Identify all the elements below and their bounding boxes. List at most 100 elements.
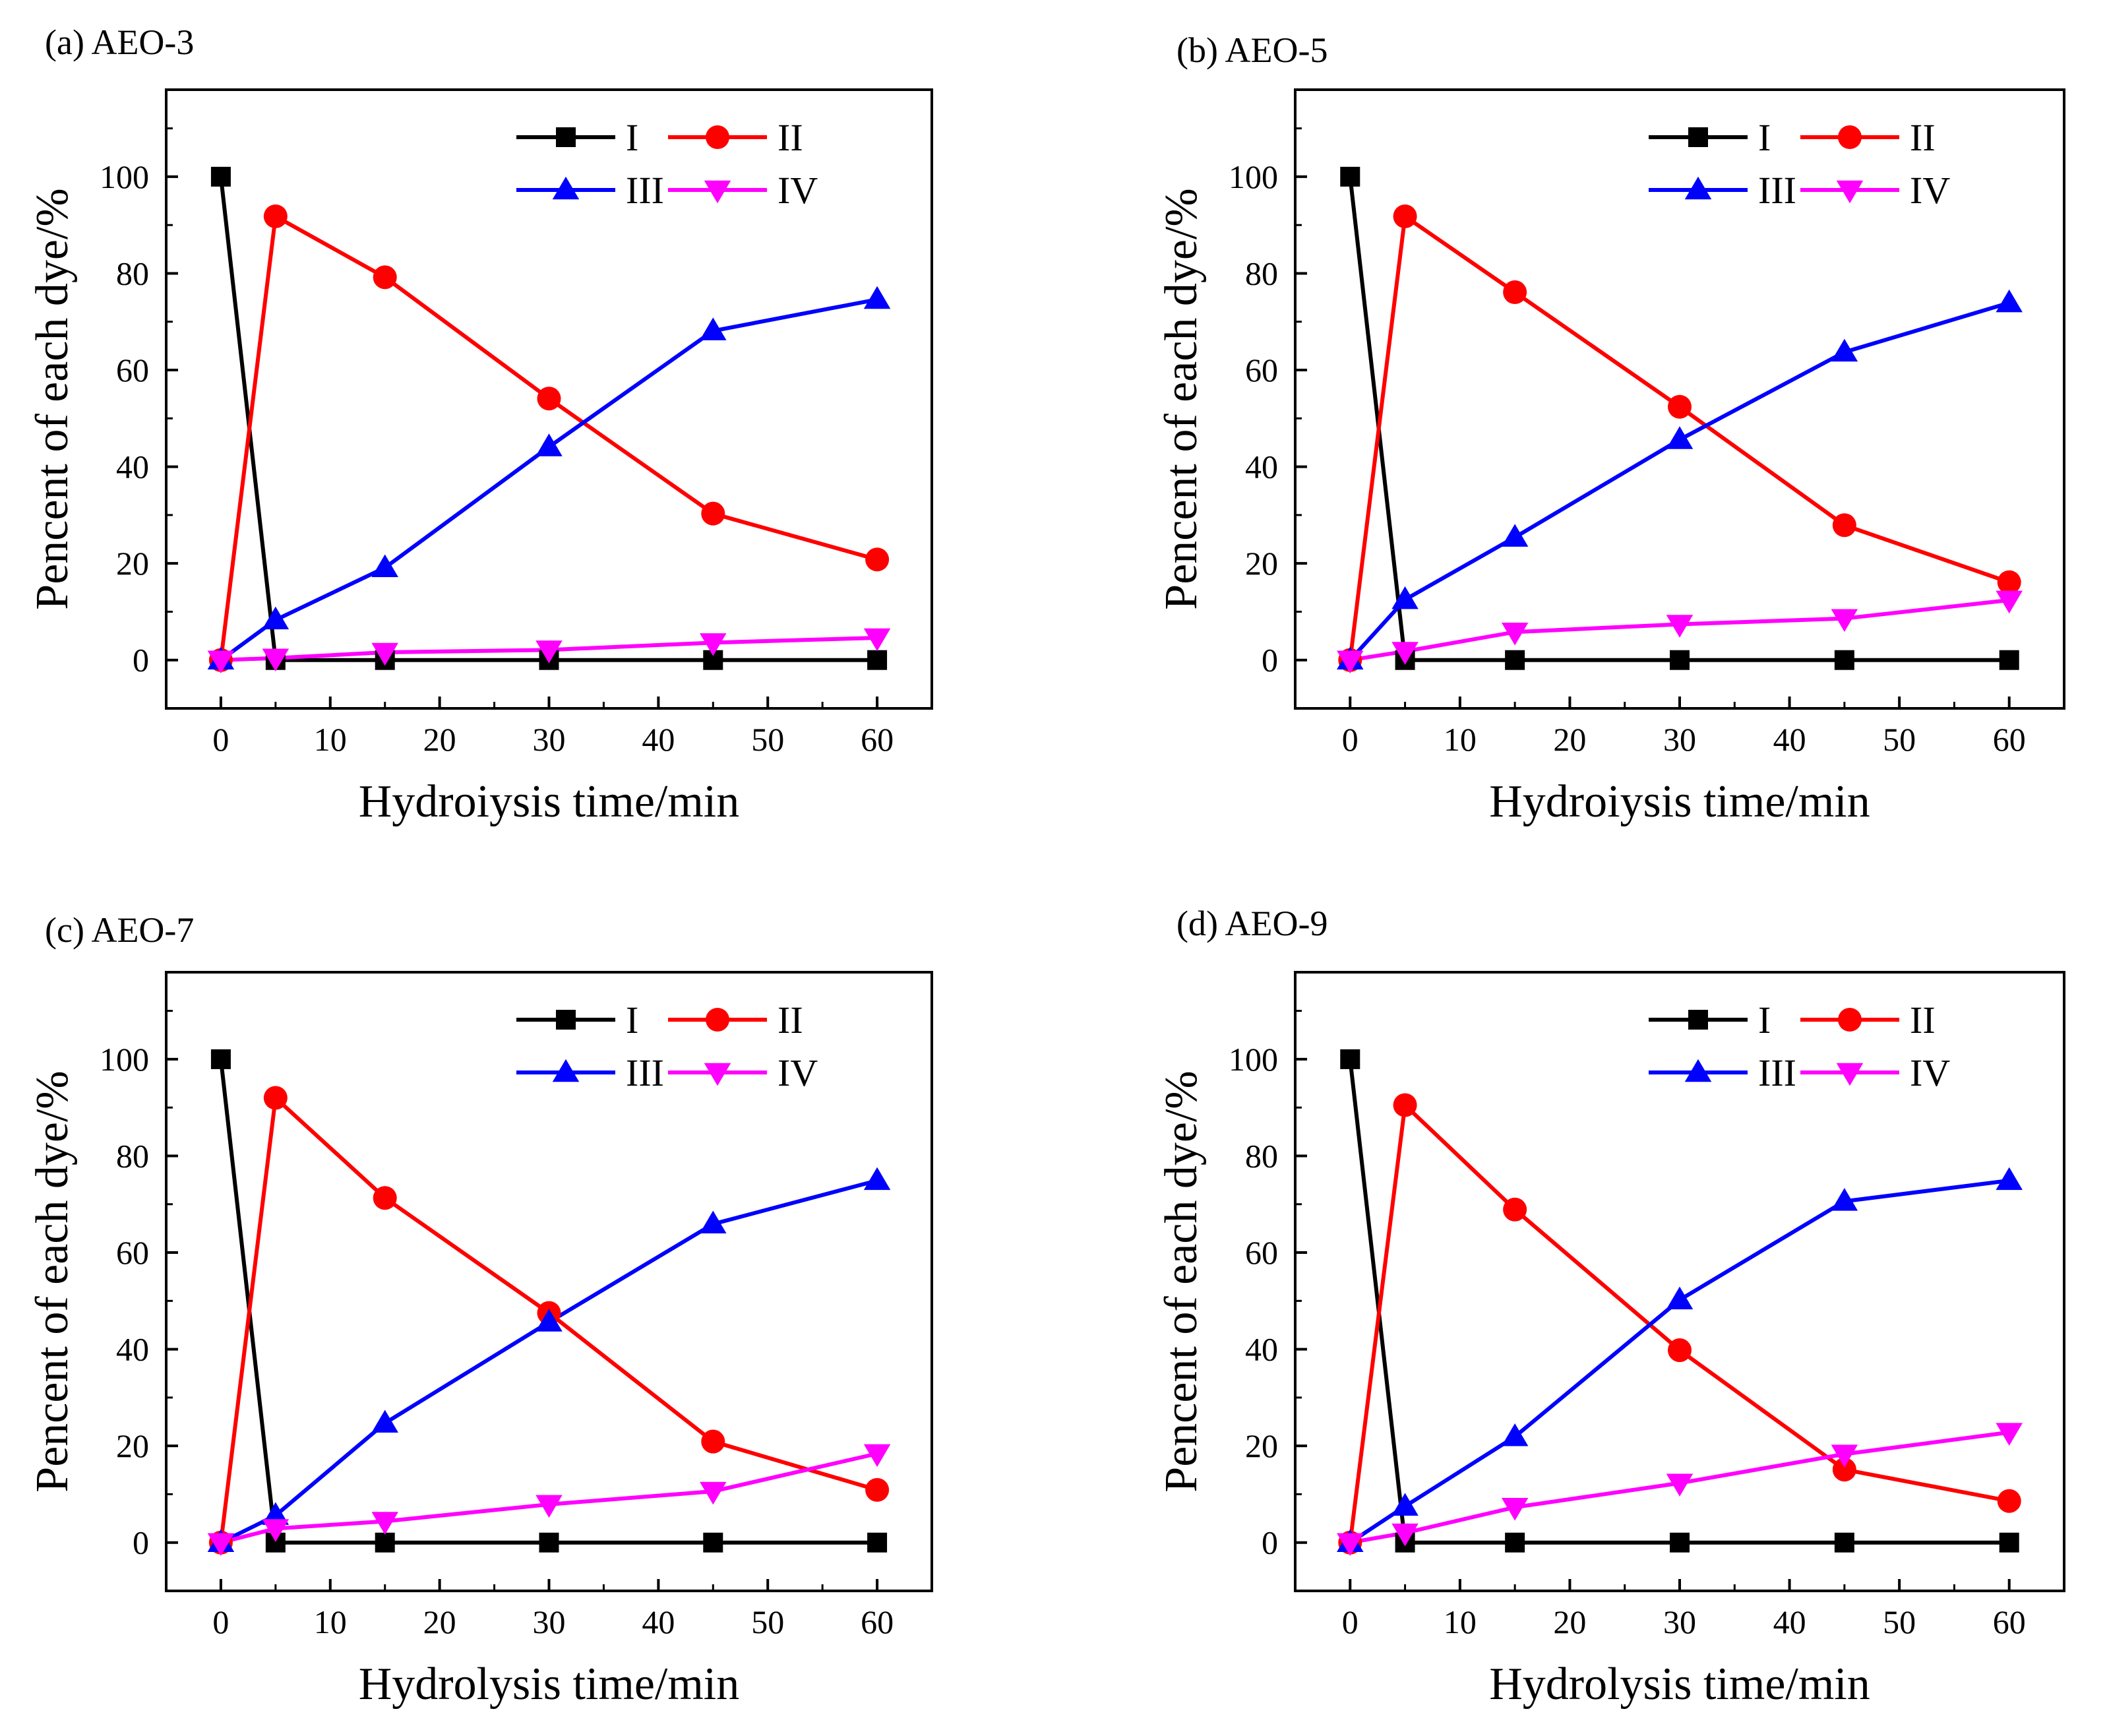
panel-c-series-iii [220,1178,878,1545]
panel-c-title: (c) AEO-7 [45,910,194,950]
panel-b-series-iii-point [1831,338,1858,362]
panel-b-ytick-label: 40 [1245,449,1278,485]
panel-b-ytick-label: 100 [1229,158,1278,195]
panel-c-legend-label: I [626,999,638,1041]
panel-d-ytick-label: 0 [1262,1524,1278,1561]
panel-d-ytick-label: 60 [1245,1234,1278,1271]
panel-a-series-iv-markers [207,628,891,673]
panel-b-legend-label: IV [1910,169,1950,212]
panel-a-series-ii-point [537,387,561,411]
panel-b-legend-marker [1684,176,1712,200]
panel-a-xtick-label: 40 [642,721,675,758]
panel-c-series-iii-point [371,1410,398,1433]
panel-d-series-iv-markers [1337,1423,2023,1556]
panel-a-series-iv-point [700,633,727,656]
panel-c-series-iii-point [535,1309,563,1332]
panel-d-series-i-point [1505,1532,1525,1553]
panel-c-legend-marker [706,1008,729,1032]
panel-d-series-ii-point [1832,1458,1856,1482]
panel-b-series-i-point [1670,650,1690,670]
panel-a-series-i [218,176,878,662]
panel-b-series-iii-point [1391,586,1419,609]
panel-d: (d) AEO-9 0 10 20 30 40 50 60 0 20 40 60 80 100 Hydrol… [1156,904,2065,1710]
panel-b-series-ii-point [1668,394,1692,419]
panel-c-series-iv-point [700,1481,727,1505]
panel-b-series-ii-point [1393,204,1417,228]
panel-d-series-i-line [1348,1059,2009,1545]
panel-a-series-i-markers [210,166,888,670]
panel-c-series-i-point [867,1532,888,1553]
panel-b-series-iv-point [1996,590,2023,614]
panel-d-series-ii-point [1503,1197,1527,1222]
panel-b-legend-item-i: I [1649,116,1771,159]
panel-a-series-iv-point [535,640,563,664]
panel-d-series-ii-point [1668,1338,1692,1363]
panel-a-series-ii [218,214,878,661]
panel-c-series-i-point [210,1049,231,1069]
panel-c-legend-marker [552,1059,580,1082]
panel-a-series-iv-point [262,648,290,672]
panel-c-series-iii-markers [207,1167,891,1552]
panel-d-series-iii-point [1666,1286,1694,1310]
panel-c-xtick-label: 20 [423,1603,456,1640]
panel-c-ytick-label: 20 [116,1427,149,1464]
panel-b-series-iv-point [1831,609,1858,632]
panel-a-legend-label: II [778,116,803,159]
panel-a-series-iii-markers [207,286,891,669]
panel-a-series-iii-line [220,297,878,662]
panel-b-series-i-markers [1340,166,2019,670]
panel-d-series-ii-point [1997,1489,2021,1513]
panel-d-series-iv-point [1337,1533,1364,1556]
panel-d-legend-label: I [1758,999,1771,1041]
panel-d-series-ii [1348,1103,2010,1543]
panel-c-series-iv-point [207,1533,235,1556]
panel-c-legend-item-ii: II [668,999,803,1041]
panel-d-legend-marker [1836,1063,1864,1086]
panel-c-xtick-label: 60 [861,1603,894,1640]
panel-c-series-i [218,1059,878,1545]
panel-c-legend-label: II [778,999,803,1041]
panel-c-legend-label: IV [778,1051,818,1094]
panel-b-series-i-point [1340,166,1360,187]
panel-a-ytick-label: 100 [100,158,149,195]
panel-a-legend-item-iv: IV [668,169,818,212]
panel-c-ytick-label: 0 [133,1524,149,1561]
panel-a-legend-label: IV [778,169,818,212]
panel-b-xtick-label: 30 [1663,721,1696,758]
panel-c-series-ii-point [865,1477,890,1502]
panel-c-series-ii-line [218,1096,878,1543]
panel-a-legend-marker [552,176,580,200]
panel-c-series-iii-point [700,1210,727,1234]
panel-c-series-ii [218,1096,878,1543]
panel-b-xtick-label: 0 [1342,721,1359,758]
panel-b-series-iii-markers [1337,289,2023,669]
panel-a: (a) AEO-3 0 10 20 30 40 50 60 0 20 40 60 80 100 Hydroi… [27,22,933,827]
panel-a-series-iv-point [207,650,235,673]
panel-a-legend-label: III [626,169,664,212]
panel-a-legend-marker [706,125,729,149]
panel-d-series-ii-line [1348,1103,2010,1543]
panel-b-series-ii-point [1832,513,1856,538]
panel-d-legend-item-ii: II [1800,999,1936,1041]
panel-c-series-ii-point [701,1429,725,1454]
panel-a-legend-label: I [626,116,638,159]
panel-a-series-ii-line [218,214,878,661]
panel-c-series-ii-point [373,1186,397,1210]
panel-a-x-axis-title: Hydroiysis time/min [359,776,740,827]
panel-d-legend-label: III [1758,1051,1796,1094]
panel-b-series-iv-point [1501,622,1529,646]
panel-b-title: (b) AEO-5 [1176,30,1328,70]
panel-b-series-iii-point [1666,426,1694,449]
panel-d-xtick-label: 60 [1993,1603,2026,1640]
panel-b-series-ii-point [1997,570,2021,594]
panel-c-ytick-label: 100 [100,1041,149,1078]
panel-c-legend-marker [556,1010,576,1030]
panel-b-series-iii-point [1501,524,1529,547]
panel-a-ytick-label: 0 [133,642,149,679]
panel-c-xtick-label: 40 [642,1603,675,1640]
panel-a-series-ii-point [701,501,725,526]
panel-b-legend-item-ii: II [1800,116,1936,159]
panel-d-legend-item-i: I [1649,999,1771,1041]
panel-d-legend-marker [1684,1059,1712,1082]
